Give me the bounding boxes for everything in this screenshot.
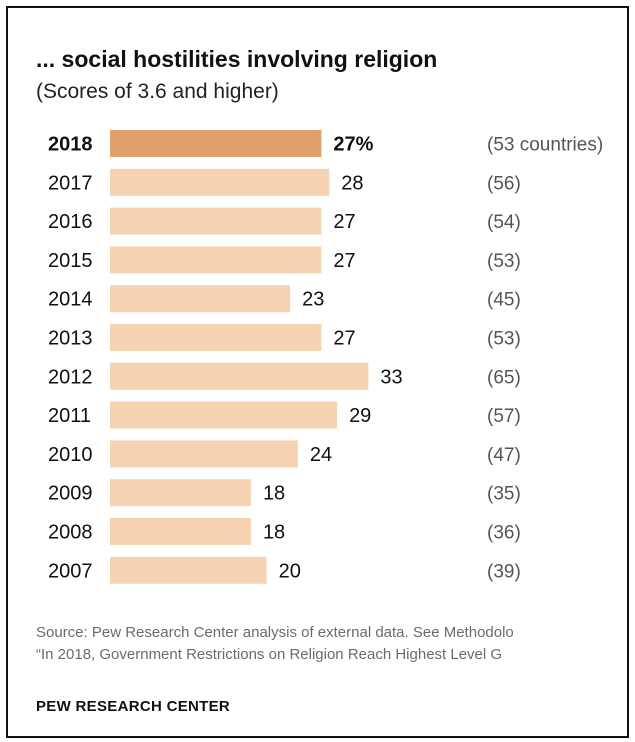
bar — [110, 440, 298, 468]
value-label: 18 — [263, 483, 285, 505]
bar-chart: 2018 27% (53 countries)2017 28 (56)2016 27 (54… — [48, 130, 603, 584]
bar — [110, 207, 322, 235]
year-label: 2009 — [48, 483, 93, 505]
year-label: 2013 — [48, 328, 93, 350]
year-label: 2016 — [48, 211, 93, 233]
value-label: 27 — [333, 211, 355, 233]
country-count-label: (53) — [487, 251, 521, 272]
value-label: 23 — [302, 289, 324, 311]
bar — [110, 362, 369, 390]
year-label: 2014 — [48, 289, 93, 311]
value-label: 24 — [310, 444, 332, 466]
country-count-label: (45) — [487, 290, 521, 311]
source-line-1: Source: Pew Research Center analysis of … — [36, 624, 514, 641]
country-count-label: (47) — [487, 445, 521, 466]
value-label: 20 — [279, 560, 301, 582]
country-count-label: (35) — [487, 484, 521, 505]
country-count-label: (39) — [487, 561, 521, 582]
year-label: 2017 — [48, 172, 93, 194]
country-count-label: (57) — [487, 406, 521, 427]
year-label: 2007 — [48, 560, 93, 582]
country-count-label: (54) — [487, 212, 521, 233]
country-count-label: (65) — [487, 367, 521, 388]
value-label: 18 — [263, 522, 285, 544]
chart-subtitle: (Scores of 3.6 and higher) — [36, 80, 279, 103]
year-label: 2018 — [48, 134, 93, 156]
country-count-label: (36) — [487, 523, 521, 544]
bar — [110, 285, 291, 313]
country-count-label: (53) — [487, 329, 521, 350]
source-note: Source: Pew Research Center analysis of … — [36, 622, 514, 666]
value-label: 29 — [349, 405, 371, 427]
country-count-label: (56) — [487, 173, 521, 194]
chart-title: ... social hostilities involving religio… — [36, 46, 438, 72]
country-count-label: (53 countries) — [487, 135, 603, 156]
value-label: 27 — [333, 328, 355, 350]
brand-name: PEW RESEARCH CENTER — [36, 698, 231, 715]
bar — [110, 246, 322, 274]
bar — [110, 518, 251, 545]
bar — [110, 324, 322, 351]
year-label: 2010 — [48, 444, 93, 466]
year-label: 2011 — [48, 405, 91, 427]
bar — [110, 479, 251, 507]
bar — [110, 130, 322, 157]
year-label: 2015 — [48, 250, 93, 272]
year-label: 2008 — [48, 522, 93, 544]
bar — [110, 168, 330, 196]
value-label: 27 — [333, 250, 355, 272]
bar — [110, 401, 338, 429]
value-label: 33 — [380, 366, 402, 388]
chart-frame: ... social hostilities involving religio… — [6, 6, 629, 738]
source-line-2: “In 2018, Government Restrictions on Rel… — [36, 646, 503, 663]
year-label: 2012 — [48, 366, 93, 388]
value-label: 28 — [341, 172, 363, 194]
value-label: 27% — [333, 134, 373, 156]
bar — [110, 556, 267, 584]
